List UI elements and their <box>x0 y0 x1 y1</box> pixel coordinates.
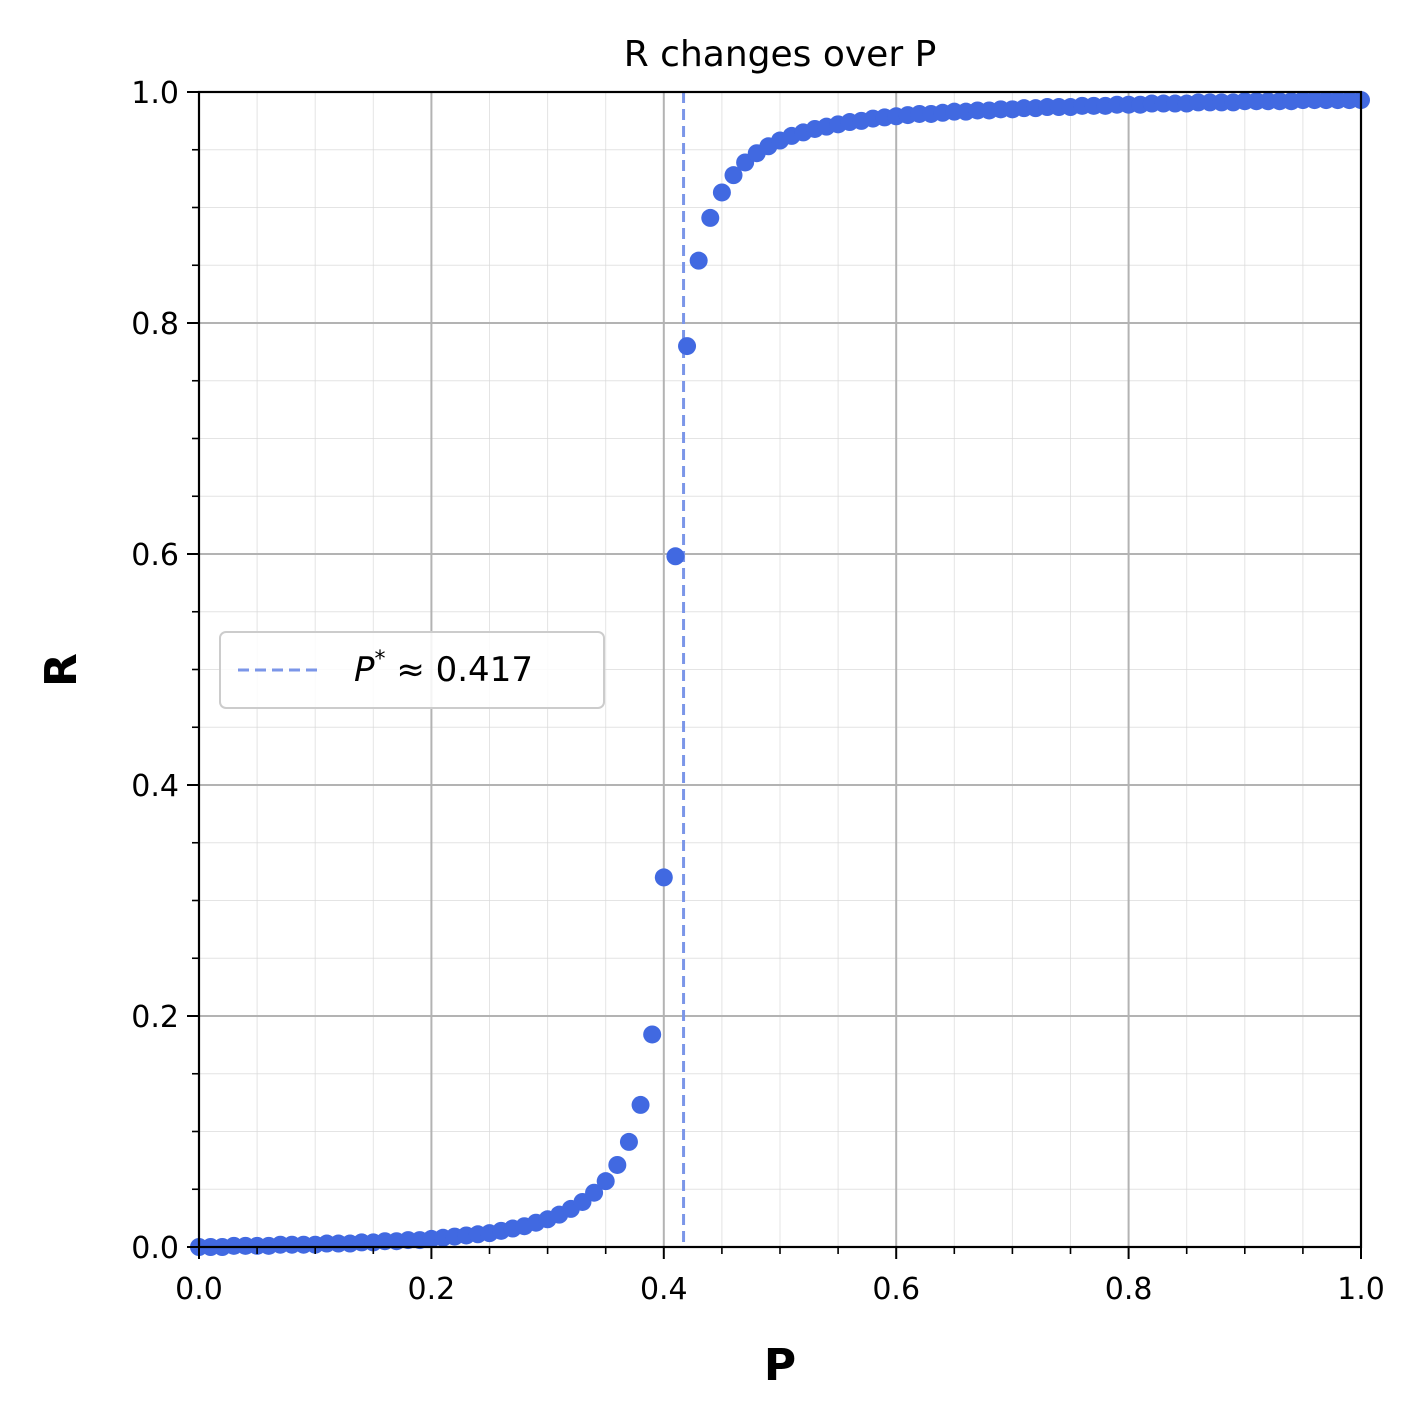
data-point <box>619 1132 638 1151</box>
x-axis-title: P <box>764 1340 796 1391</box>
data-point <box>631 1095 650 1114</box>
data-point <box>678 337 697 356</box>
y-tick-label: 0.2 <box>131 1000 179 1035</box>
data-point <box>585 1183 604 1202</box>
data-point <box>724 166 743 185</box>
y-tick-label: 0.4 <box>131 769 179 804</box>
legend-box <box>219 631 605 709</box>
x-tick-label: 0.6 <box>872 1272 920 1307</box>
y-axis-title: R <box>36 653 87 687</box>
x-tick-label: 0.2 <box>408 1272 456 1307</box>
data-point <box>643 1025 662 1044</box>
y-tick-label: 1.0 <box>131 76 179 111</box>
legend-value: ≈ 0.417 <box>386 650 533 690</box>
tick-labels: 0.0 0.2 0.4 0.6 0.8 1.0 0.0 0.2 0.4 0.6 0.8 1.0 <box>131 76 1385 1307</box>
legend-superscript: * <box>375 647 386 672</box>
data-point <box>689 251 708 270</box>
y-tick-label: 0.6 <box>131 538 179 573</box>
data-point <box>608 1155 627 1174</box>
data-point <box>712 183 731 202</box>
minor-grid <box>199 92 1361 1247</box>
data-point <box>666 547 685 566</box>
legend-label: P* ≈ 0.417 <box>354 647 533 690</box>
data-points <box>190 91 1370 1256</box>
x-tick-label: 0.0 <box>175 1272 223 1307</box>
data-point <box>654 868 673 887</box>
axis-ticks <box>187 91 1362 1259</box>
legend-symbol: P <box>354 650 375 690</box>
legend: P* ≈ 0.417 <box>219 631 605 709</box>
x-tick-label: 1.0 <box>1337 1272 1385 1307</box>
x-tick-label: 0.8 <box>1105 1272 1153 1307</box>
y-tick-label: 0.8 <box>131 307 179 342</box>
chart-title: R changes over P <box>624 34 937 75</box>
x-tick-label: 0.4 <box>640 1272 688 1307</box>
data-point <box>701 208 720 227</box>
data-point <box>596 1172 615 1191</box>
y-tick-label: 0.0 <box>131 1231 179 1266</box>
